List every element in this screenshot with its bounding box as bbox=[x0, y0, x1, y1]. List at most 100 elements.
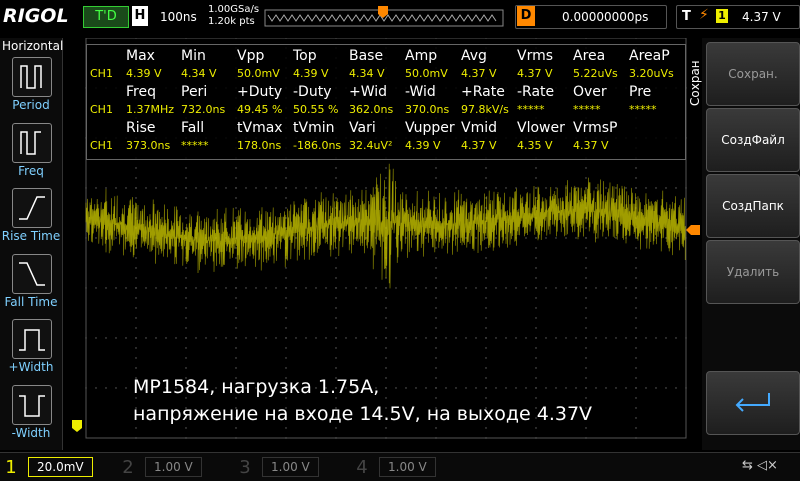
measure-name: +Wid bbox=[349, 84, 388, 100]
grid-dot bbox=[655, 387, 657, 389]
grid-dot bbox=[635, 257, 637, 259]
grid-dot bbox=[135, 367, 137, 369]
grid-dot bbox=[545, 337, 547, 339]
grid-dot bbox=[435, 257, 437, 259]
grid-dot bbox=[495, 187, 497, 189]
grid-dot bbox=[485, 327, 487, 329]
menu-button[interactable]: СоздФайл bbox=[706, 108, 800, 172]
grid-dot bbox=[665, 237, 667, 239]
grid-dot bbox=[135, 177, 137, 179]
grid-dot bbox=[545, 287, 547, 289]
menu-icon[interactable] bbox=[12, 319, 52, 359]
grid-dot bbox=[285, 397, 287, 399]
trigger-level: 4.37 V bbox=[742, 10, 781, 24]
grid-dot bbox=[515, 187, 517, 189]
grid-dot bbox=[645, 387, 647, 389]
grid-dot bbox=[235, 217, 237, 219]
points: 1.20k pts bbox=[208, 16, 255, 27]
grid-dot bbox=[485, 177, 487, 179]
grid-dot bbox=[535, 347, 537, 349]
grid-dot bbox=[145, 387, 147, 389]
grid-dot bbox=[155, 187, 157, 189]
grid-dot bbox=[595, 187, 597, 189]
grid-dot bbox=[335, 357, 337, 359]
grid-dot bbox=[125, 387, 127, 389]
grid-dot bbox=[485, 237, 487, 239]
measure-value: 178.0ns bbox=[237, 139, 282, 152]
grid-dot bbox=[235, 197, 237, 199]
menu-icon[interactable] bbox=[12, 384, 52, 425]
grid-dot bbox=[615, 237, 617, 239]
grid-dot bbox=[545, 237, 547, 239]
grid-dot bbox=[265, 387, 267, 389]
grid-dot bbox=[385, 38, 387, 39]
grid-dot bbox=[385, 167, 387, 169]
grid-dot bbox=[685, 387, 687, 389]
menu-label: Fall Time bbox=[4, 294, 58, 309]
menu-icon[interactable] bbox=[12, 253, 52, 294]
icon-glyph bbox=[20, 65, 42, 89]
grid-dot bbox=[635, 327, 637, 329]
channel-box[interactable]: 4 1.00 V bbox=[351, 456, 463, 478]
grid-dot bbox=[325, 237, 327, 239]
grid-dot bbox=[415, 337, 417, 339]
grid-dot bbox=[625, 287, 627, 289]
channel-box[interactable]: 1 20.0mV bbox=[0, 456, 112, 478]
grid-dot bbox=[365, 237, 367, 239]
grid-dot bbox=[295, 287, 297, 289]
grid-dot bbox=[495, 337, 497, 339]
grid-dot bbox=[135, 257, 137, 259]
icon-path bbox=[19, 196, 45, 220]
grid-dot bbox=[235, 38, 237, 39]
menu-button[interactable]: Сохран. bbox=[706, 42, 800, 106]
measure-name: Peri bbox=[181, 84, 208, 100]
grid-dot bbox=[535, 307, 537, 309]
grid-dot bbox=[435, 297, 437, 299]
grid-dot bbox=[185, 367, 187, 369]
channel-box[interactable]: 2 1.00 V bbox=[117, 456, 229, 478]
grid-dot bbox=[285, 357, 287, 359]
grid-dot bbox=[485, 257, 487, 259]
grid-dot bbox=[335, 287, 337, 289]
menu-icon[interactable] bbox=[12, 122, 52, 163]
grid-dot bbox=[185, 397, 187, 399]
grid-dot bbox=[285, 297, 287, 299]
grid-dot bbox=[445, 187, 447, 189]
grid-dot bbox=[125, 337, 127, 339]
grid-dot bbox=[675, 337, 677, 339]
grid-dot bbox=[455, 287, 457, 289]
channel-tag: CH1 bbox=[90, 67, 113, 80]
grid-dot bbox=[235, 177, 237, 179]
grid-dot bbox=[125, 287, 127, 289]
grid-dot bbox=[235, 297, 237, 299]
trigger-edge-icon: ⚡ bbox=[699, 7, 709, 23]
menu-button[interactable]: Удалить bbox=[706, 240, 800, 304]
grid-dot bbox=[535, 397, 537, 399]
grid-dot bbox=[185, 337, 187, 339]
grid-dot bbox=[335, 397, 337, 399]
menu-button[interactable]: СоздПапк bbox=[706, 174, 800, 238]
measure-value: ***** bbox=[629, 103, 657, 116]
grid-dot bbox=[435, 197, 437, 199]
grid-dot bbox=[185, 267, 187, 269]
grid-dot bbox=[395, 337, 397, 339]
grid-dot bbox=[305, 287, 307, 289]
measure-name: Over bbox=[573, 84, 607, 100]
grid-dot bbox=[355, 187, 357, 189]
sample-rate: 1.00GSa/s bbox=[208, 4, 260, 15]
grid-dot bbox=[465, 237, 467, 239]
grid-dot bbox=[185, 437, 187, 439]
menu-icon[interactable] bbox=[12, 57, 52, 97]
grid-dot bbox=[335, 407, 337, 409]
grid-dot bbox=[565, 237, 567, 239]
channel-box[interactable]: 3 1.00 V bbox=[234, 456, 346, 478]
enter-button[interactable] bbox=[706, 371, 800, 435]
grid-dot bbox=[535, 247, 537, 249]
grid-dot bbox=[395, 287, 397, 289]
grid-dot bbox=[285, 367, 287, 369]
menu-label: Rise Time bbox=[1, 229, 61, 243]
menu-icon[interactable] bbox=[12, 188, 52, 228]
annotation-line: напряжение на входе 14.5V, на выходе 4.3… bbox=[133, 403, 593, 425]
left-menu-title: Horizontal bbox=[2, 39, 64, 53]
grid-dot bbox=[435, 207, 437, 209]
